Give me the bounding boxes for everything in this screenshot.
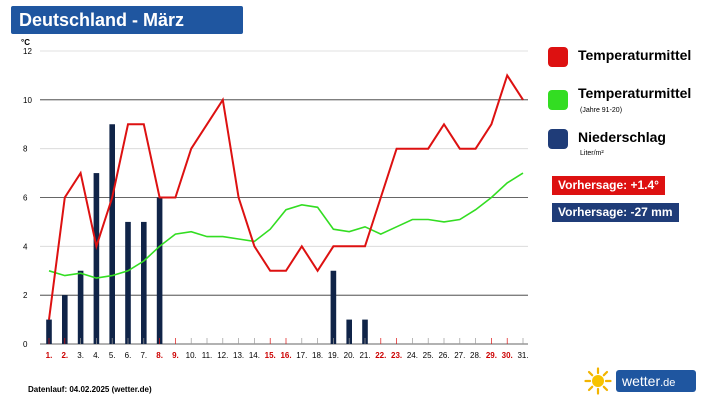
x-tick-label: 17.: [296, 351, 307, 360]
logo-tld: .de: [660, 377, 676, 389]
y-tick-label: 8: [23, 145, 28, 154]
precip-bar: [62, 295, 68, 344]
precip-bar: [46, 319, 52, 344]
legend-temp-label: Temperaturmittel: [578, 47, 692, 63]
legend-precip-swatch: [548, 129, 568, 149]
y-tick-label: 4: [23, 242, 28, 251]
precip-bar: [346, 319, 352, 344]
x-tick-label: 19.: [328, 351, 339, 360]
x-tick-label: 10.: [186, 351, 197, 360]
x-tick-label: 18.: [312, 351, 323, 360]
x-tick-label: 30.: [502, 351, 513, 360]
x-tick-label: 2.: [61, 351, 68, 360]
y-tick-label: 10: [23, 96, 32, 105]
x-tick-label: 16.: [280, 351, 291, 360]
x-tick-label: 24.: [407, 351, 418, 360]
precip-bar: [141, 221, 147, 344]
x-tick-label: 3.: [77, 351, 84, 360]
y-tick-label: 12: [23, 47, 32, 56]
x-tick-label: 7.: [140, 351, 147, 360]
x-tick-label: 12.: [217, 351, 228, 360]
forecast-temp-badge: Vorhersage: +1.4°: [552, 176, 665, 195]
precip-bar: [77, 270, 84, 344]
precip-bar: [330, 270, 337, 344]
x-tick-label: 22.: [375, 351, 386, 360]
x-tick-label: 31.: [517, 351, 528, 360]
chart-title: Deutschland - März: [11, 6, 243, 34]
legend-normal-sub: (Jahre 91-20): [580, 107, 623, 114]
x-tick-label: 14.: [249, 351, 260, 360]
normal-temp-line: [48, 172, 524, 279]
precipitation-bars: [46, 124, 368, 344]
legend-precip-sub: Liter/m²: [580, 150, 604, 157]
precip-bar: [362, 319, 368, 344]
sun-icon: [584, 367, 612, 395]
precip-bar: [93, 173, 100, 344]
x-tick-label: 5.: [109, 351, 116, 360]
x-tick-label: 23.: [391, 351, 402, 360]
data-run-note: Datenlauf: 04.02.2025 (wetter.de): [28, 385, 152, 394]
precip-bar: [125, 221, 131, 344]
x-tick-label: 9.: [172, 351, 179, 360]
y-axis: 0 2 4 6 8 10 12: [23, 47, 32, 349]
wetter-logo[interactable]: wetter.de: [616, 370, 696, 392]
temp-line: [48, 73, 524, 320]
x-tick-label: 21.: [359, 351, 370, 360]
temperature-lines: [48, 73, 524, 320]
legend-normal-swatch: [548, 90, 568, 110]
legend-normal-label: Temperaturmittel: [578, 85, 692, 101]
x-tick-label: 28.: [470, 351, 481, 360]
x-tick-label: 20.: [344, 351, 355, 360]
y-tick-label: 2: [23, 291, 28, 300]
x-tick-label: 13.: [233, 351, 244, 360]
x-tick-label: 6.: [125, 351, 132, 360]
y-tick-label: 0: [23, 340, 28, 349]
legend-temp-swatch: [548, 47, 568, 67]
x-tick-label: 15.: [265, 351, 276, 360]
legend-precip-label: Niederschlag: [578, 129, 666, 145]
logo-name: wetter: [622, 373, 661, 389]
precip-bar: [109, 124, 115, 344]
x-tick-label: 8.: [156, 351, 163, 360]
forecast-precip-badge: Vorhersage: -27 mm: [552, 203, 679, 222]
precip-bar: [156, 197, 163, 344]
y-axis-unit: °C: [21, 38, 30, 47]
y-tick-label: 6: [23, 194, 28, 203]
x-axis: 1. 2. 3. 4. 5. 6. 7. 8. 9. 10. 11. 12. 13. 14. 15. 16. 1…: [46, 338, 529, 360]
x-tick-label: 27.: [454, 351, 465, 360]
x-tick-label: 4.: [93, 351, 100, 360]
x-tick-label: 1.: [46, 351, 53, 360]
x-tick-label: 26.: [438, 351, 449, 360]
x-tick-label: 11.: [202, 351, 213, 360]
x-tick-label: 25.: [423, 351, 434, 360]
grid: [40, 50, 528, 345]
x-tick-label: 29.: [486, 351, 497, 360]
